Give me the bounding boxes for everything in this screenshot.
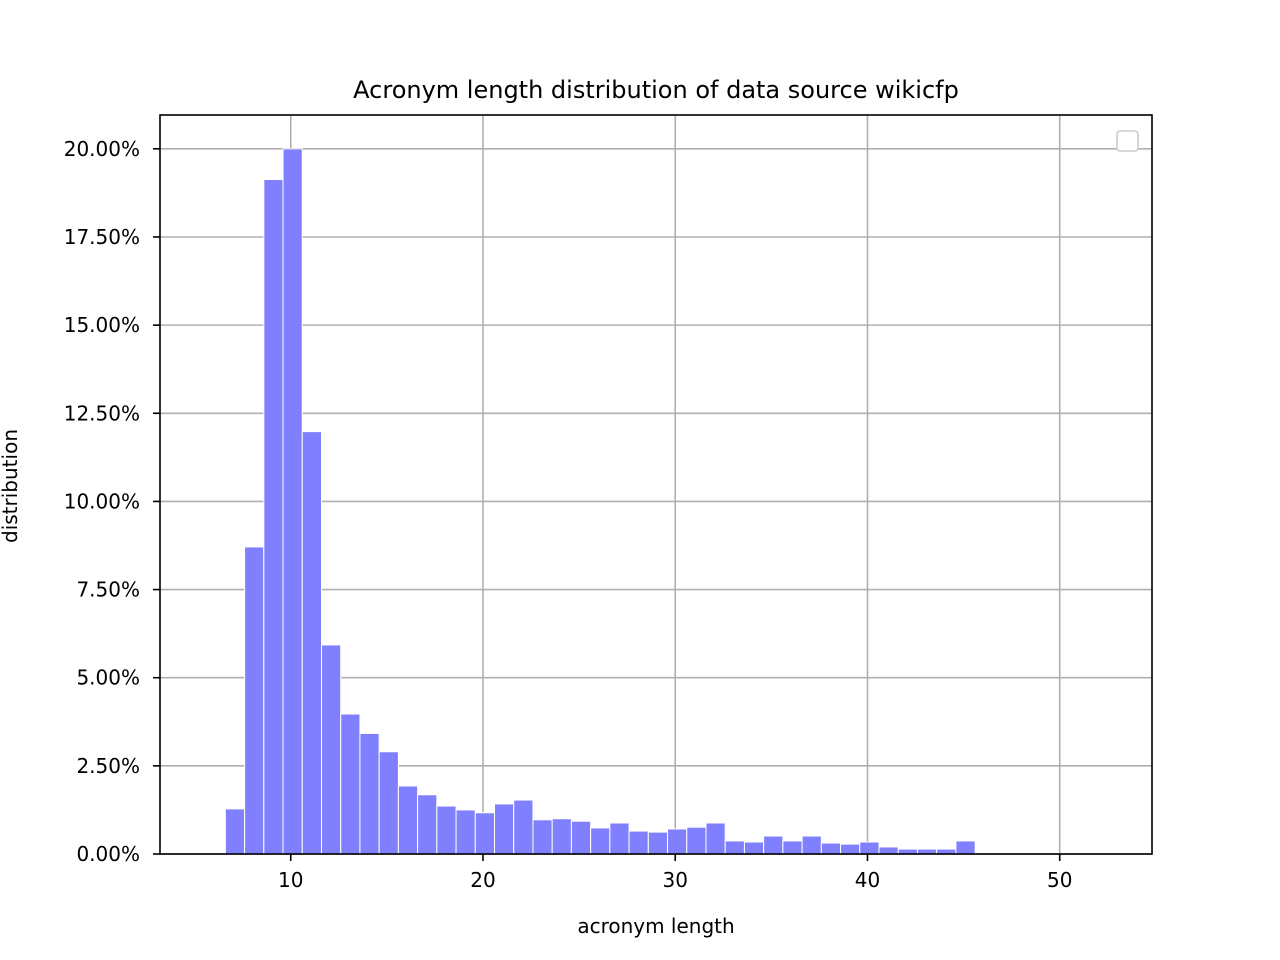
histogram-bar: [724, 840, 745, 855]
y-tick-label: 5.00%: [76, 666, 140, 690]
y-tick-label: 10.00%: [64, 489, 140, 513]
histogram-bar: [609, 822, 630, 855]
histogram-bar: [686, 826, 707, 855]
histogram-bar: [282, 148, 303, 855]
x-tick-label: 40: [855, 868, 880, 892]
histogram-bar: [570, 820, 592, 855]
histogram-bar: [590, 827, 611, 855]
histogram-bar: [397, 785, 419, 855]
histogram-bar: [474, 812, 496, 855]
histogram-bar: [455, 809, 476, 855]
histogram-bar: [743, 841, 765, 855]
y-tick-label: 7.50%: [76, 578, 140, 602]
histogram-bar: [763, 835, 784, 855]
y-tick-label: 15.00%: [64, 313, 140, 337]
histogram-bar: [859, 841, 880, 855]
histogram-bar: [878, 846, 899, 855]
histogram-bar: [436, 805, 457, 855]
histogram-bar: [955, 840, 976, 855]
x-tick-label: 50: [1047, 868, 1072, 892]
histogram-bar: [378, 751, 399, 855]
y-tick-label: 12.50%: [64, 401, 140, 425]
histogram-bar: [263, 179, 284, 855]
histogram-bar: [801, 835, 822, 855]
histogram-bar: [513, 799, 534, 855]
histogram-bar: [494, 803, 515, 855]
histogram-bar: [551, 818, 572, 855]
y-tick-label: 2.50%: [76, 754, 140, 778]
x-axis-title: acronym length: [577, 914, 734, 938]
axis-ticks: 10 20 30 40 50 0.00% 2.50% 5.00% 7.50% 10.00% 12.5…: [64, 137, 1073, 892]
histogram-bar: [647, 831, 669, 855]
histogram-bar: [301, 431, 322, 855]
histogram-bar: [244, 546, 265, 855]
x-tick-label: 10: [278, 868, 303, 892]
y-axis-title: distribution: [0, 429, 22, 543]
plot-frame: [159, 114, 1153, 855]
histogram-bar: [840, 843, 861, 855]
histogram-bar: [667, 828, 688, 855]
histogram-bar: [417, 794, 438, 855]
y-tick-label: 17.50%: [64, 225, 140, 249]
histogram-bar: [320, 644, 342, 855]
y-tick-label: 20.00%: [64, 137, 140, 161]
histogram-bar: [359, 732, 380, 855]
histogram-bar: [820, 842, 842, 855]
histogram-bar: [705, 822, 726, 855]
histogram-bar: [224, 808, 246, 855]
histogram-bar: [532, 819, 553, 855]
histogram-bar: [782, 840, 803, 855]
y-tick-label: 0.00%: [76, 842, 140, 866]
x-tick-label: 20: [470, 868, 495, 892]
x-tick-label: 30: [662, 868, 687, 892]
chart-title: Acronym length distribution of data sour…: [353, 76, 959, 104]
histogram-bar: [628, 830, 649, 855]
legend-box: [1116, 130, 1139, 152]
histogram-bar: [340, 713, 361, 855]
